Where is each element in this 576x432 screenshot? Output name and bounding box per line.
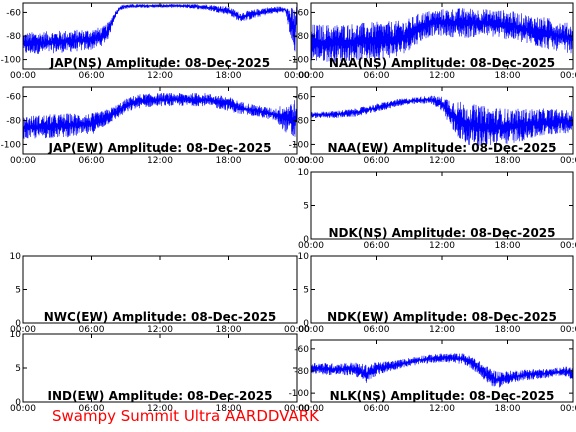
y-tick-label: -80 [6,117,21,127]
y-tick-label: 10 [298,168,310,178]
y-tick-label: 10 [298,252,310,262]
footer-station-label: Swampy Summit Ultra AARDDVARK [52,407,320,425]
x-tick-label: 18:00 [216,156,242,166]
x-tick-label: 18:00 [216,404,242,414]
x-tick-label: 00:00 [560,156,576,166]
y-tick-label: 0 [303,235,309,245]
panel-title-naa-ew: NAA(EW) Amplitude: 08-Dec-2025 [327,141,556,155]
x-tick-label: 00:00 [298,404,324,414]
y-tick-label: 5 [303,286,309,296]
x-tick-label: 00:00 [10,71,36,81]
y-tick-label: 0 [303,319,309,329]
panel-naa-ew: -60-80-10000:0006:0012:0018:0000:00NAA(E… [289,86,576,166]
x-tick-label: 12:00 [429,71,455,81]
x-tick-label: 12:00 [429,325,455,335]
panel-jap-ns: -60 -80 -100 00:00 06:00 12:00 18:00 00:00 JAP(N… [1,2,310,81]
x-tick-label: 06:00 [364,241,390,251]
x-tick-label: 00:00 [298,156,324,166]
x-tick-label: 06:00 [79,71,105,81]
x-tick-label: 00:00 [10,156,36,166]
series-trace-nlk-ns [310,353,574,388]
panel-title-naa-ns: NAA(NS) Amplitude: 08-Dec-2025 [329,56,555,70]
panel-title-nlk-ns: NLK(NS) Amplitude: 08-Dec-2025 [330,389,555,403]
y-tick-label: 5 [15,286,21,296]
x-tick-label: 06:00 [364,71,390,81]
series-trace-naa-ns [310,8,574,62]
x-tick-label: 00:00 [560,404,576,414]
x-tick-label: 12:00 [147,404,173,414]
series-trace-jap-ns [22,4,298,55]
y-tick-label: -60 [6,8,21,18]
y-tick-label: -80 [294,32,309,42]
y-tick-label: -80 [294,367,309,377]
x-tick-label: 18:00 [216,71,242,81]
panel-title-ndk-ns: NDK(NS) Amplitude: 08-Dec-2025 [329,226,556,240]
x-tick-label: 00:00 [284,325,310,335]
x-tick-label: 00:00 [284,404,310,414]
x-tick-label: 06:00 [364,156,390,166]
x-tick-label: 12:00 [147,325,173,335]
panel-title-ndk-ew: NDK(EW) Amplitude: 08-Dec-2025 [327,310,557,324]
x-tick-label: 00:00 [284,71,310,81]
x-tick-label: 18:00 [495,325,521,335]
x-tick-label: 06:00 [79,404,105,414]
y-tick-label: -100 [289,56,310,66]
y-tick-label: -60 [6,93,21,103]
panel-nlk-ns: -60 -80 -100 00:00 06:00 12:00 18:00 00:00 NLK(N… [289,339,576,414]
series-trace-jap-ew [22,92,298,139]
y-tick-label: -60 [294,8,309,18]
y-tick-label: -100 [1,140,22,150]
y-tick-label: 5 [15,364,21,374]
y-tick-label: 0 [15,398,21,408]
panel-title-ind-ew: IND(EW) Amplitude: 08-Dec-2025 [48,389,273,403]
panel-title-nwc-ew: NWC(EW) Amplitude: 08-Dec-2025 [44,310,277,324]
panel-title-jap-ns: JAP(NS) Amplitude: 08-Dec-2025 [49,56,270,70]
x-tick-label: 00:00 [298,241,324,251]
x-tick-label: 12:00 [147,71,173,81]
x-tick-label: 12:00 [147,156,173,166]
x-tick-label: 12:00 [429,241,455,251]
x-tick-label: 18:00 [495,404,521,414]
x-tick-label: 00:00 [10,404,36,414]
y-tick-label: 10 [10,252,22,262]
y-tick-label: 10 [10,330,22,340]
x-tick-label: 06:00 [79,325,105,335]
x-tick-label: 00:00 [560,325,576,335]
y-tick-label: -60 [294,93,309,103]
panel-jap-ew: -60 -80 -100 00:00 06:00 12:00 18:00 00:00 JAP(E… [1,86,310,166]
x-tick-label: 06:00 [79,156,105,166]
x-tick-label: 06:00 [364,404,390,414]
x-tick-label: 18:00 [495,156,521,166]
y-tick-label: -80 [6,32,21,42]
x-tick-label: 18:00 [495,71,521,81]
y-tick-label: -80 [294,117,309,127]
x-tick-label: 06:00 [364,325,390,335]
y-tick-label: -100 [289,389,310,399]
y-tick-label: 5 [303,202,309,212]
panel-title-jap-ew: JAP(EW) Amplitude: 08-Dec-2025 [48,141,272,155]
x-tick-label: 00:00 [298,325,324,335]
y-tick-label: 0 [15,319,21,329]
y-tick-label: -100 [1,56,22,66]
x-tick-label: 00:00 [560,71,576,81]
x-tick-label: 12:00 [429,404,455,414]
x-tick-label: 00:00 [298,71,324,81]
y-tick-label: -100 [289,140,310,150]
x-tick-label: 18:00 [216,325,242,335]
x-tick-label: 00:00 [284,156,310,166]
x-tick-label: 18:00 [495,241,521,251]
y-tick-label: -60 [294,345,309,355]
x-tick-label: 12:00 [429,156,455,166]
x-tick-label: 00:00 [10,325,36,335]
panel-naa-ns: -60 -80 -100 00:00 06:00 12:00 18:00 00:00 NAA(N… [289,2,576,81]
x-tick-label: 00:00 [560,241,576,251]
series-trace-naa-ew [310,95,574,146]
